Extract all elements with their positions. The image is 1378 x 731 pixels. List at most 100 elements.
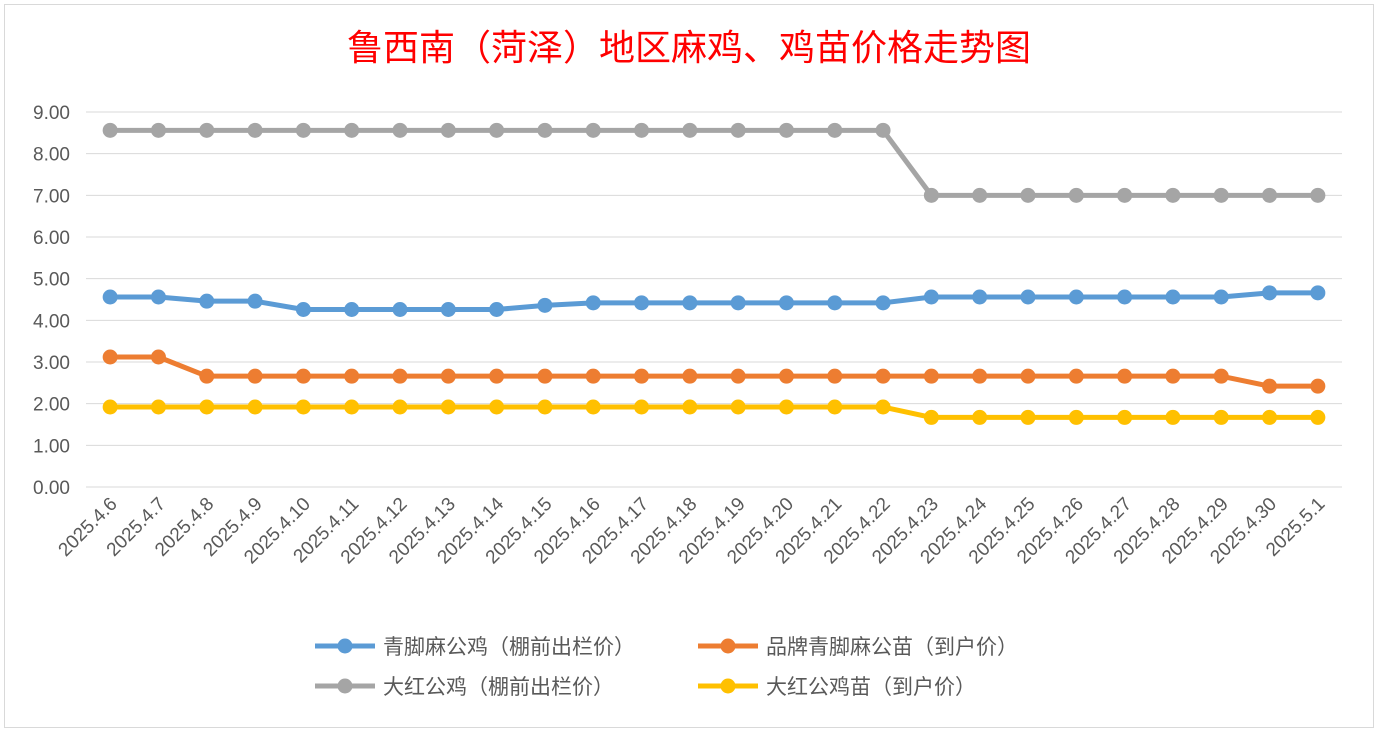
data-point [247, 122, 263, 138]
data-point [923, 289, 939, 305]
y-tick-label: 7.00 [33, 186, 70, 207]
data-point [1165, 368, 1181, 384]
data-point [585, 399, 601, 415]
series-line [110, 290, 1318, 312]
data-point [634, 122, 650, 138]
data-point [1213, 368, 1229, 384]
data-point [730, 122, 746, 138]
series-2 [102, 122, 1326, 203]
data-point [1310, 187, 1326, 203]
data-point [247, 293, 263, 309]
series-line [110, 127, 1318, 198]
data-point [537, 297, 553, 313]
data-point [102, 399, 118, 415]
data-point [1117, 187, 1133, 203]
data-point [150, 122, 166, 138]
data-point [1117, 289, 1133, 305]
data-point [972, 187, 988, 203]
data-point [537, 399, 553, 415]
data-point [247, 399, 263, 415]
data-point [1117, 409, 1133, 425]
data-point [1020, 289, 1036, 305]
y-tick-label: 1.00 [33, 436, 70, 457]
y-tick-label: 0.00 [33, 478, 70, 499]
data-point [392, 302, 408, 317]
series-0 [102, 285, 1326, 317]
data-point [923, 368, 939, 384]
y-tick-label: 2.00 [33, 395, 70, 416]
data-point [682, 368, 698, 384]
data-point [585, 368, 601, 384]
data-point [1262, 187, 1278, 203]
data-point [1213, 409, 1229, 425]
data-point [875, 399, 891, 415]
data-point [295, 368, 311, 384]
data-point [923, 409, 939, 425]
data-point [923, 187, 939, 203]
data-point [1165, 289, 1181, 305]
data-point [827, 399, 843, 415]
chart-frame [4, 4, 1374, 728]
data-point [827, 368, 843, 384]
data-point [295, 122, 311, 138]
data-point [489, 368, 505, 384]
legend-item: 品牌青脚麻公苗（到户价） [698, 635, 1018, 659]
data-point [682, 295, 698, 311]
data-point [634, 399, 650, 415]
data-point [1068, 368, 1084, 384]
legend-label: 大红公鸡（棚前出栏价） [383, 675, 614, 699]
y-tick-label: 6.00 [33, 228, 70, 249]
data-point [1262, 378, 1278, 394]
data-point [827, 295, 843, 311]
data-point [1020, 368, 1036, 384]
data-point [295, 302, 311, 317]
data-point [730, 399, 746, 415]
data-point [1020, 409, 1036, 425]
data-point [440, 302, 456, 317]
data-point [247, 368, 263, 384]
data-point [778, 399, 794, 415]
data-point [730, 368, 746, 384]
data-point [1310, 285, 1326, 301]
legend-marker [337, 678, 353, 694]
data-point [199, 293, 215, 309]
data-point [344, 399, 360, 415]
data-point [585, 295, 601, 311]
data-point [440, 399, 456, 415]
data-point [1262, 409, 1278, 425]
data-point [344, 122, 360, 138]
data-point [344, 368, 360, 384]
data-point [150, 349, 166, 365]
data-point [972, 289, 988, 305]
y-tick-label: 4.00 [33, 311, 70, 332]
data-point [1165, 409, 1181, 425]
data-point [489, 302, 505, 317]
data-point [778, 295, 794, 311]
data-point [972, 409, 988, 425]
legend-marker [720, 678, 736, 694]
series-line [110, 404, 1318, 420]
data-point [344, 302, 360, 317]
data-point [199, 399, 215, 415]
legend-marker [720, 638, 736, 654]
data-point [827, 122, 843, 138]
data-point [682, 122, 698, 138]
data-point [537, 368, 553, 384]
data-point [1310, 409, 1326, 425]
series-1 [102, 349, 1326, 394]
data-point [199, 122, 215, 138]
data-point [1213, 289, 1229, 305]
data-point [778, 122, 794, 138]
data-point [392, 368, 408, 384]
y-tick-label: 5.00 [33, 270, 70, 291]
legend-item: 大红公鸡苗（到户价） [698, 675, 976, 699]
data-point [1068, 409, 1084, 425]
data-point [392, 399, 408, 415]
data-point [489, 122, 505, 138]
legend-label: 大红公鸡苗（到户价） [766, 675, 976, 699]
data-point [150, 289, 166, 305]
legend-label: 青脚麻公鸡（棚前出栏价） [383, 635, 635, 659]
data-point [778, 368, 794, 384]
data-point [1262, 285, 1278, 301]
data-point [730, 295, 746, 311]
